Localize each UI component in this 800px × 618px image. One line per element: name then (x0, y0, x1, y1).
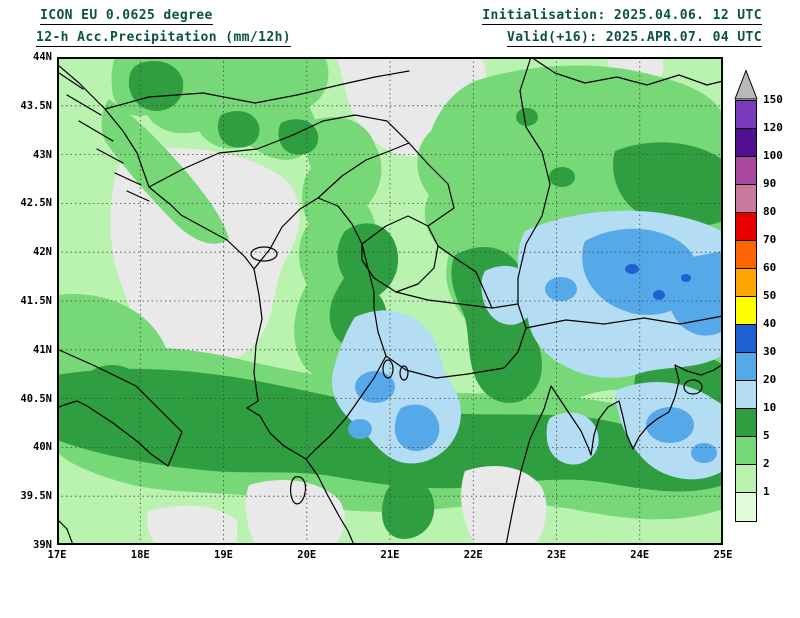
legend-swatch-100 (736, 157, 756, 185)
legend-swatch-2 (736, 465, 756, 493)
valid-time: Valid(+16): 2025.APR.07. 04 UTC (506, 30, 762, 47)
lat-tick-label: 44N (33, 51, 52, 63)
legend-value: 90 (763, 177, 777, 190)
legend-value: 5 (763, 429, 770, 442)
adriatic-coastline (57, 63, 355, 545)
legend-value: 70 (763, 233, 777, 246)
precip-layer-20mm (348, 228, 723, 463)
thasos-island (683, 379, 703, 395)
border-greece-bulgaria (525, 315, 723, 329)
product-title: 12-h Acc.Precipitation (mm/12h) (36, 30, 292, 47)
border-serbia-east (408, 142, 455, 227)
lat-tick-label: 40.5N (20, 392, 52, 405)
legend-swatch-90 (736, 185, 756, 213)
lon-tick-label: 19E (214, 549, 233, 561)
border-dinaric (104, 70, 410, 110)
border-albania-east (361, 243, 375, 293)
border-north-macedonia (373, 291, 527, 379)
legend-swatch-70 (736, 241, 756, 269)
italy-coastline (57, 348, 183, 545)
lon-tick-label: 23E (547, 549, 566, 561)
legend-value: 10 (763, 401, 777, 414)
lat-tick-label: 43N (33, 148, 52, 161)
aegean-coastline (505, 363, 723, 545)
legend-swatch-80 (736, 213, 756, 241)
corfu-island (289, 476, 307, 505)
lake-scutari (250, 246, 278, 262)
border-danube-romania (530, 57, 723, 86)
lon-tick-label: 22E (463, 549, 483, 561)
legend-value: 60 (763, 261, 777, 274)
graticule-grid (57, 57, 723, 545)
legend-swatch-40 (736, 325, 756, 353)
lon-tick-label: 18E (130, 549, 150, 561)
coastline-border-layer (57, 57, 723, 545)
lat-tick-label: 42.5N (20, 197, 52, 210)
lat-tick-label: 40N (33, 441, 52, 454)
precip-layer-30mm (625, 264, 691, 300)
border-montenegro-albania (253, 197, 363, 270)
legend-value: 1 (763, 485, 770, 498)
legend-overflow-arrow (734, 69, 758, 100)
lon-tick-label: 20E (297, 549, 317, 561)
border-kosovo-macedonia-link (437, 245, 493, 309)
legend-swatch-60 (736, 269, 756, 297)
initialisation-time: Initialisation: 2025.04.06. 12 UTC (482, 8, 762, 25)
precipitation-map (57, 57, 723, 545)
lat-tick-label: 43.5N (20, 99, 52, 112)
legend-value: 100 (763, 149, 783, 162)
lake-ohrid (382, 359, 394, 379)
legend-swatch-10 (736, 409, 756, 437)
border-bosnia-montenegro-serbia (148, 114, 410, 188)
model-title: ICON EU 0.0625 degree (40, 8, 213, 25)
lake-prespa (399, 365, 409, 381)
legend-value: 40 (763, 317, 777, 330)
lon-tick-label: 17E (47, 549, 67, 561)
croatian-islands (58, 72, 150, 202)
legend-value: 150 (763, 93, 783, 106)
lat-tick-label: 41N (33, 343, 52, 356)
legend-value: 20 (763, 373, 777, 386)
legend-value: 2 (763, 457, 770, 470)
legend-value: 50 (763, 289, 777, 302)
legend-value: 30 (763, 345, 777, 358)
lon-tick-label: 24E (630, 549, 650, 561)
border-albania-greece (305, 355, 387, 460)
border-montenegro-serbia (317, 142, 410, 199)
legend-swatch-150 (736, 101, 756, 129)
lat-tick-label: 39.5N (20, 490, 52, 503)
lon-tick-label: 21E (380, 549, 400, 561)
border-kosovo (361, 215, 439, 293)
legend-swatch-5 (736, 437, 756, 465)
lat-tick-label: 39N (33, 539, 52, 551)
legend-value: 120 (763, 121, 783, 134)
legend-swatch-30 (736, 353, 756, 381)
lat-tick-label: 42N (33, 246, 52, 259)
lat-tick-label: 41.5N (20, 295, 52, 307)
dry-gap-layer-bottom (147, 466, 547, 545)
border-serbia-bulgaria (517, 57, 551, 305)
legend-swatch-120 (736, 129, 756, 157)
lon-tick-label: 25E (713, 549, 733, 561)
legend-swatch-1 (736, 493, 756, 521)
map-frame (57, 57, 723, 545)
legend-swatch-50 (736, 297, 756, 325)
legend-value: 80 (763, 205, 777, 218)
legend-color-bar (735, 100, 757, 522)
legend-swatch-20 (736, 381, 756, 409)
